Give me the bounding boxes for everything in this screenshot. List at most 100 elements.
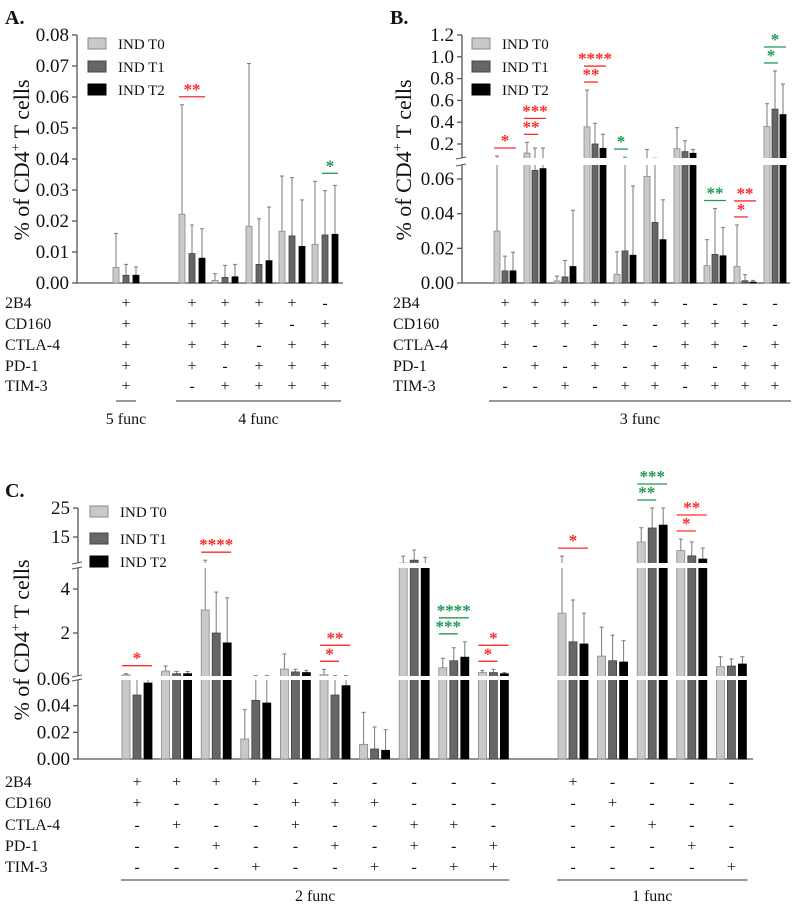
marker-cell: - (451, 795, 456, 812)
axis-break-mark (71, 674, 83, 678)
marker-cell: + (680, 358, 689, 375)
bar-ind-t1 (687, 555, 697, 760)
significance-stars: * (501, 131, 510, 150)
significance-stars: ** (327, 628, 344, 647)
marker-cell: + (251, 774, 260, 791)
y-tick-label: 1.2 (430, 25, 454, 46)
bar-ind-t1 (211, 632, 221, 760)
marker-cell: + (212, 838, 221, 855)
bar-ind-t1 (771, 108, 779, 284)
y-tick-label: 0.04 (36, 149, 70, 170)
marker-cell: - (332, 774, 337, 791)
bar-ind-t1 (681, 151, 689, 284)
marker-row-label: 2B4 (5, 774, 32, 791)
bar-ind-t2 (658, 524, 668, 760)
marker-cell: - (222, 358, 227, 375)
y-label-text: T cells (9, 79, 34, 143)
marker-cell: - (412, 859, 417, 876)
y-label-superscript: + (9, 143, 24, 151)
marker-cell: - (682, 378, 687, 395)
panel-title: C. (5, 480, 24, 502)
panel-title: A. (5, 7, 24, 29)
marker-cell: - (532, 378, 537, 395)
bar-ind-t0 (161, 670, 171, 760)
bar-ind-t1 (132, 694, 142, 760)
marker-cell: + (500, 337, 509, 354)
significance-stars: * (484, 644, 493, 663)
marker-cell: + (121, 337, 130, 354)
marker-cell: - (650, 795, 655, 812)
axis-break-band (72, 563, 753, 568)
legend-label: IND T0 (502, 37, 549, 53)
marker-cell: - (650, 774, 655, 791)
marker-cell: - (332, 817, 337, 834)
bar-ind-t2 (460, 656, 470, 760)
marker-cell: + (132, 774, 141, 791)
legend-swatch (471, 37, 491, 50)
significance-stars: * (767, 46, 776, 65)
significance-stars: ** (583, 65, 600, 84)
marker-cell: + (500, 295, 509, 312)
bar-ind-t0 (112, 267, 120, 284)
marker-cell: - (689, 859, 694, 876)
y-label-text: T cells (391, 79, 416, 143)
marker-cell: - (491, 795, 496, 812)
marker-cell: - (712, 358, 717, 375)
marker-cell: + (489, 838, 498, 855)
marker-cell: + (220, 316, 229, 333)
bar-ind-t1 (741, 280, 749, 284)
marker-cell: - (592, 316, 597, 333)
y-tick-label: 0.04 (421, 204, 455, 225)
marker-cell: - (134, 859, 139, 876)
significance-stars: * (737, 200, 746, 219)
marker-cell: + (410, 838, 419, 855)
marker-cell: + (449, 859, 458, 876)
y-tick-label: 0.02 (421, 238, 454, 259)
bar-ind-t2 (143, 682, 153, 760)
marker-cell: + (489, 859, 498, 876)
y-label-text: T cells (9, 559, 34, 623)
marker-row-label: PD-1 (5, 838, 39, 855)
marker-cell: - (610, 774, 615, 791)
marker-cell: - (682, 295, 687, 312)
significance-stars: ** (184, 80, 201, 99)
axis-break-mark (71, 678, 83, 682)
marker-cell: - (712, 295, 717, 312)
bar-ind-t1 (501, 270, 509, 284)
marker-cell: - (650, 838, 655, 855)
bar-ind-t1 (251, 699, 261, 760)
bar-ind-t0 (523, 152, 531, 284)
panel-title: B. (390, 7, 408, 29)
bar-ind-t0 (278, 230, 286, 284)
marker-cell: + (172, 774, 181, 791)
marker-cell: + (172, 817, 181, 834)
marker-cell: - (214, 817, 219, 834)
marker-cell: + (560, 295, 569, 312)
marker-cell: - (729, 795, 734, 812)
y-tick-label: 2 (61, 623, 71, 644)
marker-cell: - (451, 774, 456, 791)
significance-stars: *** (522, 101, 548, 120)
bar-ind-t1 (172, 673, 182, 760)
bar-ind-t2 (499, 673, 509, 760)
bar-ind-t2 (298, 246, 306, 284)
marker-cell: - (491, 817, 496, 834)
bar-ind-t2 (619, 661, 628, 760)
bar-ind-t2 (331, 233, 339, 284)
marker-row-label: CTLA-4 (5, 337, 60, 354)
bar-ind-t1 (221, 277, 229, 284)
marker-cell: + (620, 378, 629, 395)
marker-cell: - (729, 838, 734, 855)
marker-cell: - (332, 859, 337, 876)
marker-cell: + (254, 378, 263, 395)
significance-stars: **** (437, 601, 471, 620)
y-axis-label: % of CD4+ T cells (9, 79, 34, 240)
legend-swatch (471, 83, 491, 96)
bar-ind-t2 (301, 672, 311, 760)
y-tick-label: 0.00 (421, 273, 454, 294)
marker-cell: - (214, 795, 219, 812)
bar-ind-t1 (288, 235, 296, 284)
marker-cell: + (187, 295, 196, 312)
func-group-label: 4 func (238, 411, 278, 428)
